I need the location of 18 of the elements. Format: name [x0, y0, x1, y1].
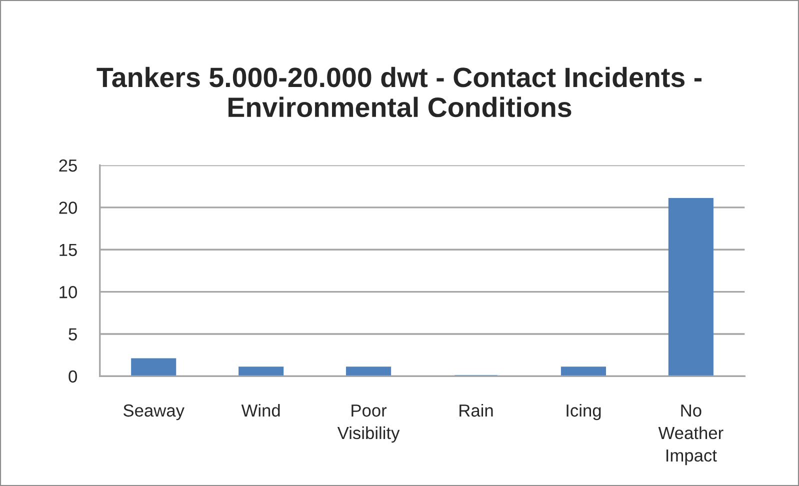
x-tick-label: Poor Visibility: [337, 404, 400, 443]
x-tick-label: No Weather Impact: [658, 404, 724, 466]
y-tick-label: 10: [60, 286, 77, 298]
bar: [668, 198, 714, 376]
y-tick-label: 0: [68, 370, 77, 383]
x-tick-label: Icing: [566, 404, 601, 420]
y-tick-label: 15: [60, 244, 77, 256]
y-tick-label: 5: [68, 328, 77, 340]
x-tick-label: Seaway: [124, 404, 184, 420]
chart-title: Tankers 5.000-20.000 dwt - Contact Incidents - Environmental Conditions: [96, 66, 702, 118]
bar: [346, 366, 392, 376]
y-tick-label: 20: [59, 202, 77, 214]
x-tick-label: Wind: [241, 404, 280, 417]
y-tick-label: 25: [59, 159, 77, 172]
bar: [560, 366, 606, 376]
x-tick-label: Rain: [460, 404, 493, 417]
bar: [131, 358, 176, 376]
bar: [238, 366, 284, 376]
